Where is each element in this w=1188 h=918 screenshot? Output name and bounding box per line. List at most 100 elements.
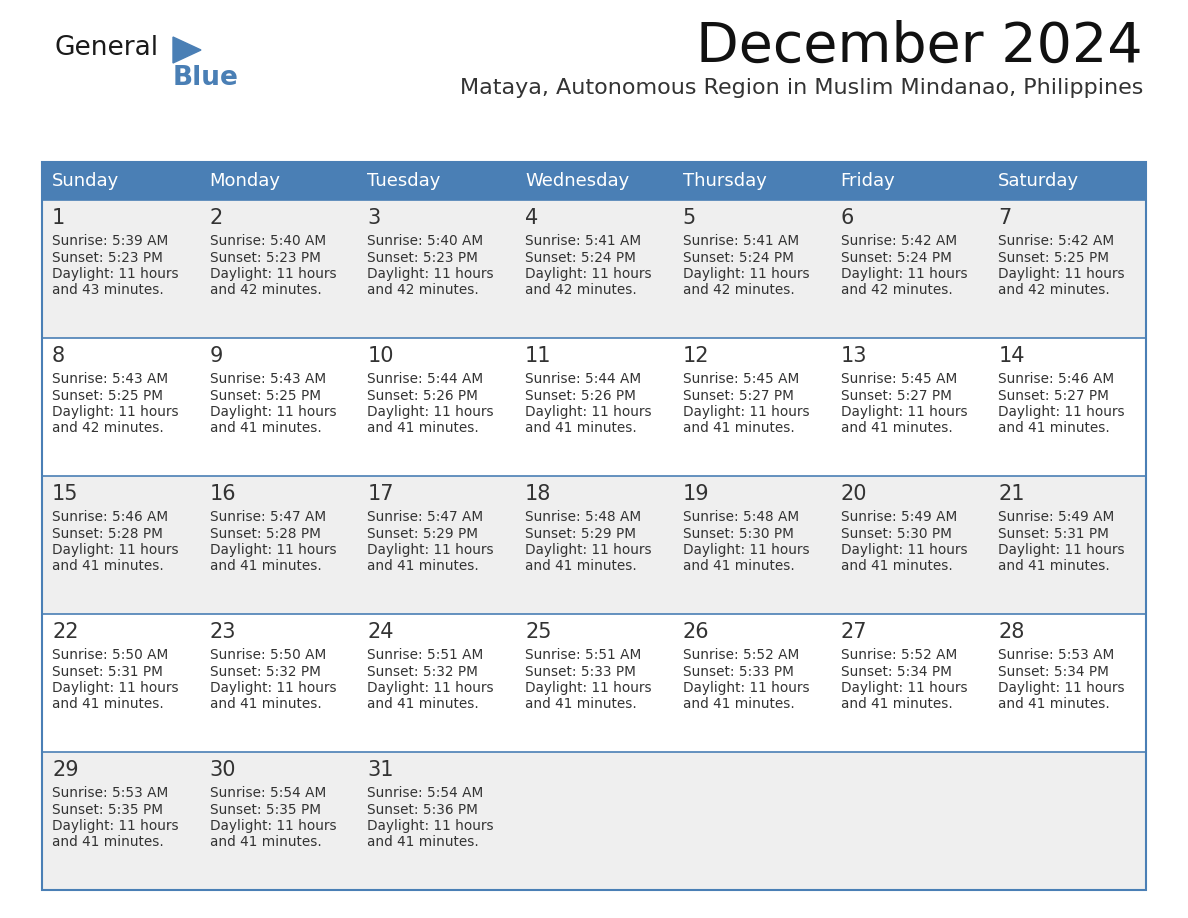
Text: Sunset: 5:28 PM: Sunset: 5:28 PM bbox=[210, 527, 321, 541]
Text: Sunrise: 5:42 AM: Sunrise: 5:42 AM bbox=[841, 234, 956, 248]
Bar bbox=[42, 338, 1146, 476]
Bar bbox=[42, 614, 1146, 752]
Text: Sunset: 5:30 PM: Sunset: 5:30 PM bbox=[841, 527, 952, 541]
Text: 14: 14 bbox=[998, 346, 1025, 366]
Bar bbox=[42, 476, 1146, 614]
Text: 29: 29 bbox=[52, 760, 78, 780]
Text: 1: 1 bbox=[52, 208, 65, 228]
Text: General: General bbox=[55, 35, 159, 61]
Text: Sunset: 5:24 PM: Sunset: 5:24 PM bbox=[683, 251, 794, 264]
Text: Sunset: 5:26 PM: Sunset: 5:26 PM bbox=[367, 388, 479, 402]
Text: Daylight: 11 hours: Daylight: 11 hours bbox=[52, 681, 178, 695]
Text: 19: 19 bbox=[683, 484, 709, 504]
Text: Daylight: 11 hours: Daylight: 11 hours bbox=[52, 267, 178, 281]
Text: 3: 3 bbox=[367, 208, 380, 228]
Text: Sunrise: 5:48 AM: Sunrise: 5:48 AM bbox=[525, 510, 642, 524]
Text: and 41 minutes.: and 41 minutes. bbox=[52, 698, 164, 711]
Bar bbox=[516, 162, 672, 200]
Text: Sunrise: 5:39 AM: Sunrise: 5:39 AM bbox=[52, 234, 169, 248]
Text: 27: 27 bbox=[841, 622, 867, 642]
Text: 17: 17 bbox=[367, 484, 394, 504]
Text: Tuesday: Tuesday bbox=[367, 172, 441, 190]
Text: Daylight: 11 hours: Daylight: 11 hours bbox=[367, 819, 494, 833]
Text: Daylight: 11 hours: Daylight: 11 hours bbox=[52, 819, 178, 833]
Text: 21: 21 bbox=[998, 484, 1025, 504]
Text: Daylight: 11 hours: Daylight: 11 hours bbox=[525, 681, 652, 695]
Text: and 41 minutes.: and 41 minutes. bbox=[52, 835, 164, 849]
Text: Sunset: 5:29 PM: Sunset: 5:29 PM bbox=[367, 527, 479, 541]
Bar bbox=[42, 200, 1146, 338]
Text: and 41 minutes.: and 41 minutes. bbox=[367, 698, 479, 711]
Bar bbox=[672, 162, 830, 200]
Text: Sunrise: 5:51 AM: Sunrise: 5:51 AM bbox=[525, 648, 642, 662]
Text: Sunrise: 5:47 AM: Sunrise: 5:47 AM bbox=[210, 510, 326, 524]
Text: Blue: Blue bbox=[173, 65, 239, 91]
Text: Daylight: 11 hours: Daylight: 11 hours bbox=[210, 819, 336, 833]
Text: and 41 minutes.: and 41 minutes. bbox=[210, 421, 322, 435]
Text: and 41 minutes.: and 41 minutes. bbox=[52, 559, 164, 574]
Text: Daylight: 11 hours: Daylight: 11 hours bbox=[841, 681, 967, 695]
Text: 5: 5 bbox=[683, 208, 696, 228]
Text: Daylight: 11 hours: Daylight: 11 hours bbox=[367, 681, 494, 695]
Text: Sunrise: 5:45 AM: Sunrise: 5:45 AM bbox=[841, 372, 956, 386]
Text: 8: 8 bbox=[52, 346, 65, 366]
Text: 22: 22 bbox=[52, 622, 78, 642]
Text: Sunset: 5:24 PM: Sunset: 5:24 PM bbox=[841, 251, 952, 264]
Bar bbox=[830, 162, 988, 200]
Text: and 41 minutes.: and 41 minutes. bbox=[367, 559, 479, 574]
Text: and 41 minutes.: and 41 minutes. bbox=[210, 698, 322, 711]
Text: Sunrise: 5:49 AM: Sunrise: 5:49 AM bbox=[841, 510, 956, 524]
Text: Sunrise: 5:51 AM: Sunrise: 5:51 AM bbox=[367, 648, 484, 662]
Text: 20: 20 bbox=[841, 484, 867, 504]
Text: and 41 minutes.: and 41 minutes. bbox=[210, 835, 322, 849]
Text: Daylight: 11 hours: Daylight: 11 hours bbox=[841, 405, 967, 419]
Bar bbox=[42, 162, 1146, 890]
Text: Daylight: 11 hours: Daylight: 11 hours bbox=[683, 405, 809, 419]
Text: and 41 minutes.: and 41 minutes. bbox=[683, 421, 795, 435]
Text: Sunset: 5:27 PM: Sunset: 5:27 PM bbox=[683, 388, 794, 402]
Text: December 2024: December 2024 bbox=[696, 20, 1143, 74]
Text: Mataya, Autonomous Region in Muslim Mindanao, Philippines: Mataya, Autonomous Region in Muslim Mind… bbox=[460, 78, 1143, 98]
Bar bbox=[42, 162, 200, 200]
Text: and 41 minutes.: and 41 minutes. bbox=[367, 835, 479, 849]
Polygon shape bbox=[173, 37, 201, 63]
Text: Daylight: 11 hours: Daylight: 11 hours bbox=[367, 267, 494, 281]
Text: 31: 31 bbox=[367, 760, 394, 780]
Text: Daylight: 11 hours: Daylight: 11 hours bbox=[525, 405, 652, 419]
Text: and 42 minutes.: and 42 minutes. bbox=[367, 284, 479, 297]
Text: Daylight: 11 hours: Daylight: 11 hours bbox=[683, 681, 809, 695]
Text: Sunset: 5:32 PM: Sunset: 5:32 PM bbox=[367, 665, 479, 678]
Text: Sunrise: 5:46 AM: Sunrise: 5:46 AM bbox=[52, 510, 169, 524]
Text: Saturday: Saturday bbox=[998, 172, 1080, 190]
Text: Daylight: 11 hours: Daylight: 11 hours bbox=[52, 405, 178, 419]
Text: Sunrise: 5:43 AM: Sunrise: 5:43 AM bbox=[210, 372, 326, 386]
Text: Sunset: 5:25 PM: Sunset: 5:25 PM bbox=[210, 388, 321, 402]
Text: and 43 minutes.: and 43 minutes. bbox=[52, 284, 164, 297]
Text: and 41 minutes.: and 41 minutes. bbox=[525, 421, 637, 435]
Text: Daylight: 11 hours: Daylight: 11 hours bbox=[525, 267, 652, 281]
Text: Thursday: Thursday bbox=[683, 172, 766, 190]
Text: 4: 4 bbox=[525, 208, 538, 228]
Text: 18: 18 bbox=[525, 484, 551, 504]
Text: Sunrise: 5:40 AM: Sunrise: 5:40 AM bbox=[210, 234, 326, 248]
Text: and 42 minutes.: and 42 minutes. bbox=[525, 284, 637, 297]
Text: Daylight: 11 hours: Daylight: 11 hours bbox=[210, 543, 336, 557]
Text: Sunrise: 5:42 AM: Sunrise: 5:42 AM bbox=[998, 234, 1114, 248]
Text: Sunrise: 5:49 AM: Sunrise: 5:49 AM bbox=[998, 510, 1114, 524]
Text: and 41 minutes.: and 41 minutes. bbox=[525, 698, 637, 711]
Text: Daylight: 11 hours: Daylight: 11 hours bbox=[367, 543, 494, 557]
Text: Sunrise: 5:50 AM: Sunrise: 5:50 AM bbox=[210, 648, 326, 662]
Text: Sunset: 5:29 PM: Sunset: 5:29 PM bbox=[525, 527, 636, 541]
Text: Sunset: 5:34 PM: Sunset: 5:34 PM bbox=[998, 665, 1110, 678]
Text: Sunset: 5:26 PM: Sunset: 5:26 PM bbox=[525, 388, 636, 402]
Text: and 42 minutes.: and 42 minutes. bbox=[998, 284, 1110, 297]
Text: Daylight: 11 hours: Daylight: 11 hours bbox=[210, 405, 336, 419]
Text: and 41 minutes.: and 41 minutes. bbox=[998, 421, 1110, 435]
Text: 16: 16 bbox=[210, 484, 236, 504]
Text: and 41 minutes.: and 41 minutes. bbox=[998, 559, 1110, 574]
Text: and 41 minutes.: and 41 minutes. bbox=[683, 559, 795, 574]
Text: 30: 30 bbox=[210, 760, 236, 780]
Text: Sunrise: 5:41 AM: Sunrise: 5:41 AM bbox=[525, 234, 642, 248]
Text: 11: 11 bbox=[525, 346, 551, 366]
Text: Sunset: 5:33 PM: Sunset: 5:33 PM bbox=[683, 665, 794, 678]
